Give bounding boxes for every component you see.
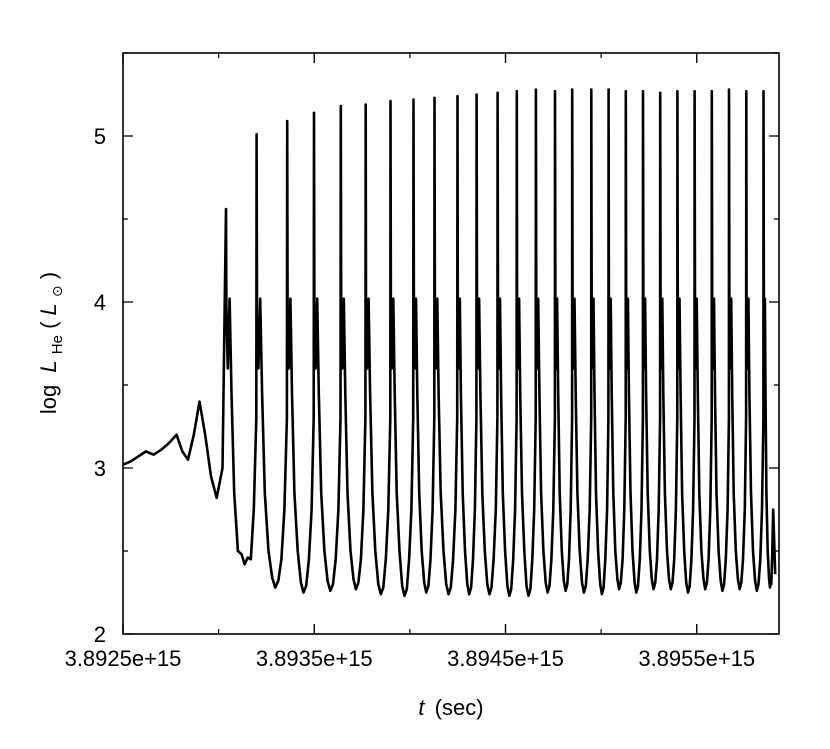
series-lines bbox=[122, 88, 777, 598]
y-axis-label: log L He ( L ⊙ ) bbox=[36, 272, 67, 414]
x-axis-label-unit: (sec) bbox=[435, 695, 484, 720]
y-axis-label-var: L bbox=[36, 360, 61, 372]
y-axis-label-unit-sub: ⊙ bbox=[49, 285, 65, 297]
x-tick-labels: 3.8925e+15 3.8935e+15 3.8945e+15 3.8955e+15 bbox=[65, 646, 756, 671]
y-axis-label-open: ( bbox=[36, 321, 61, 329]
x-tick-label: 3.8945e+15 bbox=[447, 646, 564, 671]
y-tick-label: 4 bbox=[94, 290, 106, 315]
y-tick-label: 2 bbox=[94, 622, 106, 647]
x-axis-label: t (sec) bbox=[418, 695, 483, 720]
y-axis-label-unit-var: L bbox=[36, 303, 61, 315]
x-tick-label: 3.8935e+15 bbox=[256, 646, 373, 671]
x-axis-label-var: t bbox=[418, 695, 425, 720]
y-tick-label: 3 bbox=[94, 456, 106, 481]
y-tick-label: 5 bbox=[94, 124, 106, 149]
axis-ticks bbox=[122, 52, 779, 635]
y-axis-label-sub: He bbox=[49, 335, 66, 354]
y-tick-labels: 2 3 4 5 bbox=[94, 124, 106, 647]
x-tick-label: 3.8955e+15 bbox=[638, 646, 755, 671]
y-axis-label-prefix: log bbox=[36, 385, 61, 414]
series-line bbox=[122, 88, 777, 598]
plot-frame bbox=[122, 52, 780, 635]
y-axis-label-close: ) bbox=[36, 272, 61, 279]
x-tick-label: 3.8925e+15 bbox=[65, 646, 182, 671]
